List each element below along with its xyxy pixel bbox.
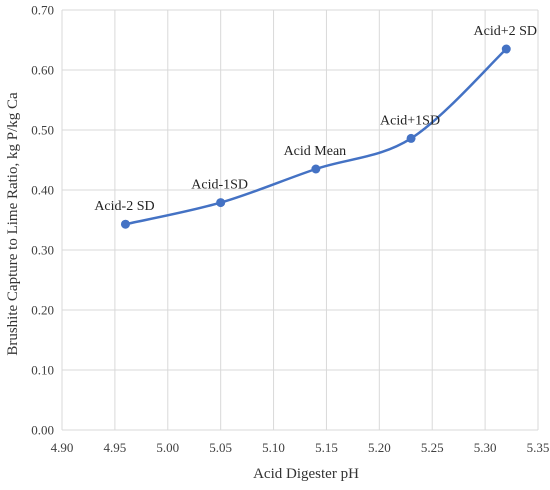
series-line (125, 48, 508, 226)
y-tick-label: 0.40 (31, 183, 54, 198)
data-point (216, 198, 226, 208)
y-tick-label: 0.00 (31, 423, 54, 438)
data-label: Acid+1SD (380, 113, 440, 128)
y-axis-title: Brushite Capture to Lime Ratio, kg P/kg … (5, 92, 21, 356)
x-tick-label: 5.15 (315, 440, 338, 455)
data-label: Acid-2 SD (94, 199, 154, 214)
data-point (501, 44, 511, 54)
x-tick-label: 4.90 (51, 440, 74, 455)
data-label: Acid+2 SD (474, 24, 538, 39)
y-tick-label: 0.20 (31, 303, 54, 318)
x-tick-label: 5.20 (368, 440, 391, 455)
data-label: Acid Mean (284, 144, 347, 159)
y-tick-label: 0.10 (31, 363, 54, 378)
x-axis-title: Acid Digester pH (253, 466, 359, 482)
x-tick-label: 5.05 (209, 440, 232, 455)
y-tick-label: 0.50 (31, 123, 54, 138)
x-tick-label: 5.25 (421, 440, 444, 455)
data-label: Acid-1SD (191, 178, 248, 193)
data-labels: Acid-2 SD Acid-1SD Acid Mean Acid+1SD Acid+2… (94, 24, 537, 214)
gridlines (61, 9, 539, 431)
x-tick-label: 5.35 (527, 440, 550, 455)
x-tick-label: 5.00 (156, 440, 179, 455)
data-point (406, 133, 416, 143)
data-point (311, 164, 321, 174)
y-tick-label: 0.30 (31, 243, 54, 258)
series-group (120, 44, 511, 229)
y-tick-label: 0.60 (31, 63, 54, 78)
y-tick-label: 0.70 (31, 3, 54, 18)
data-point (120, 219, 130, 229)
x-tick-label: 5.10 (262, 440, 285, 455)
x-tick-label: 4.95 (104, 440, 127, 455)
tick-labels: 4.90 4.95 5.00 5.05 5.10 5.15 5.20 5.25 5.30 5.35… (31, 3, 549, 456)
x-tick-label: 5.30 (474, 440, 497, 455)
